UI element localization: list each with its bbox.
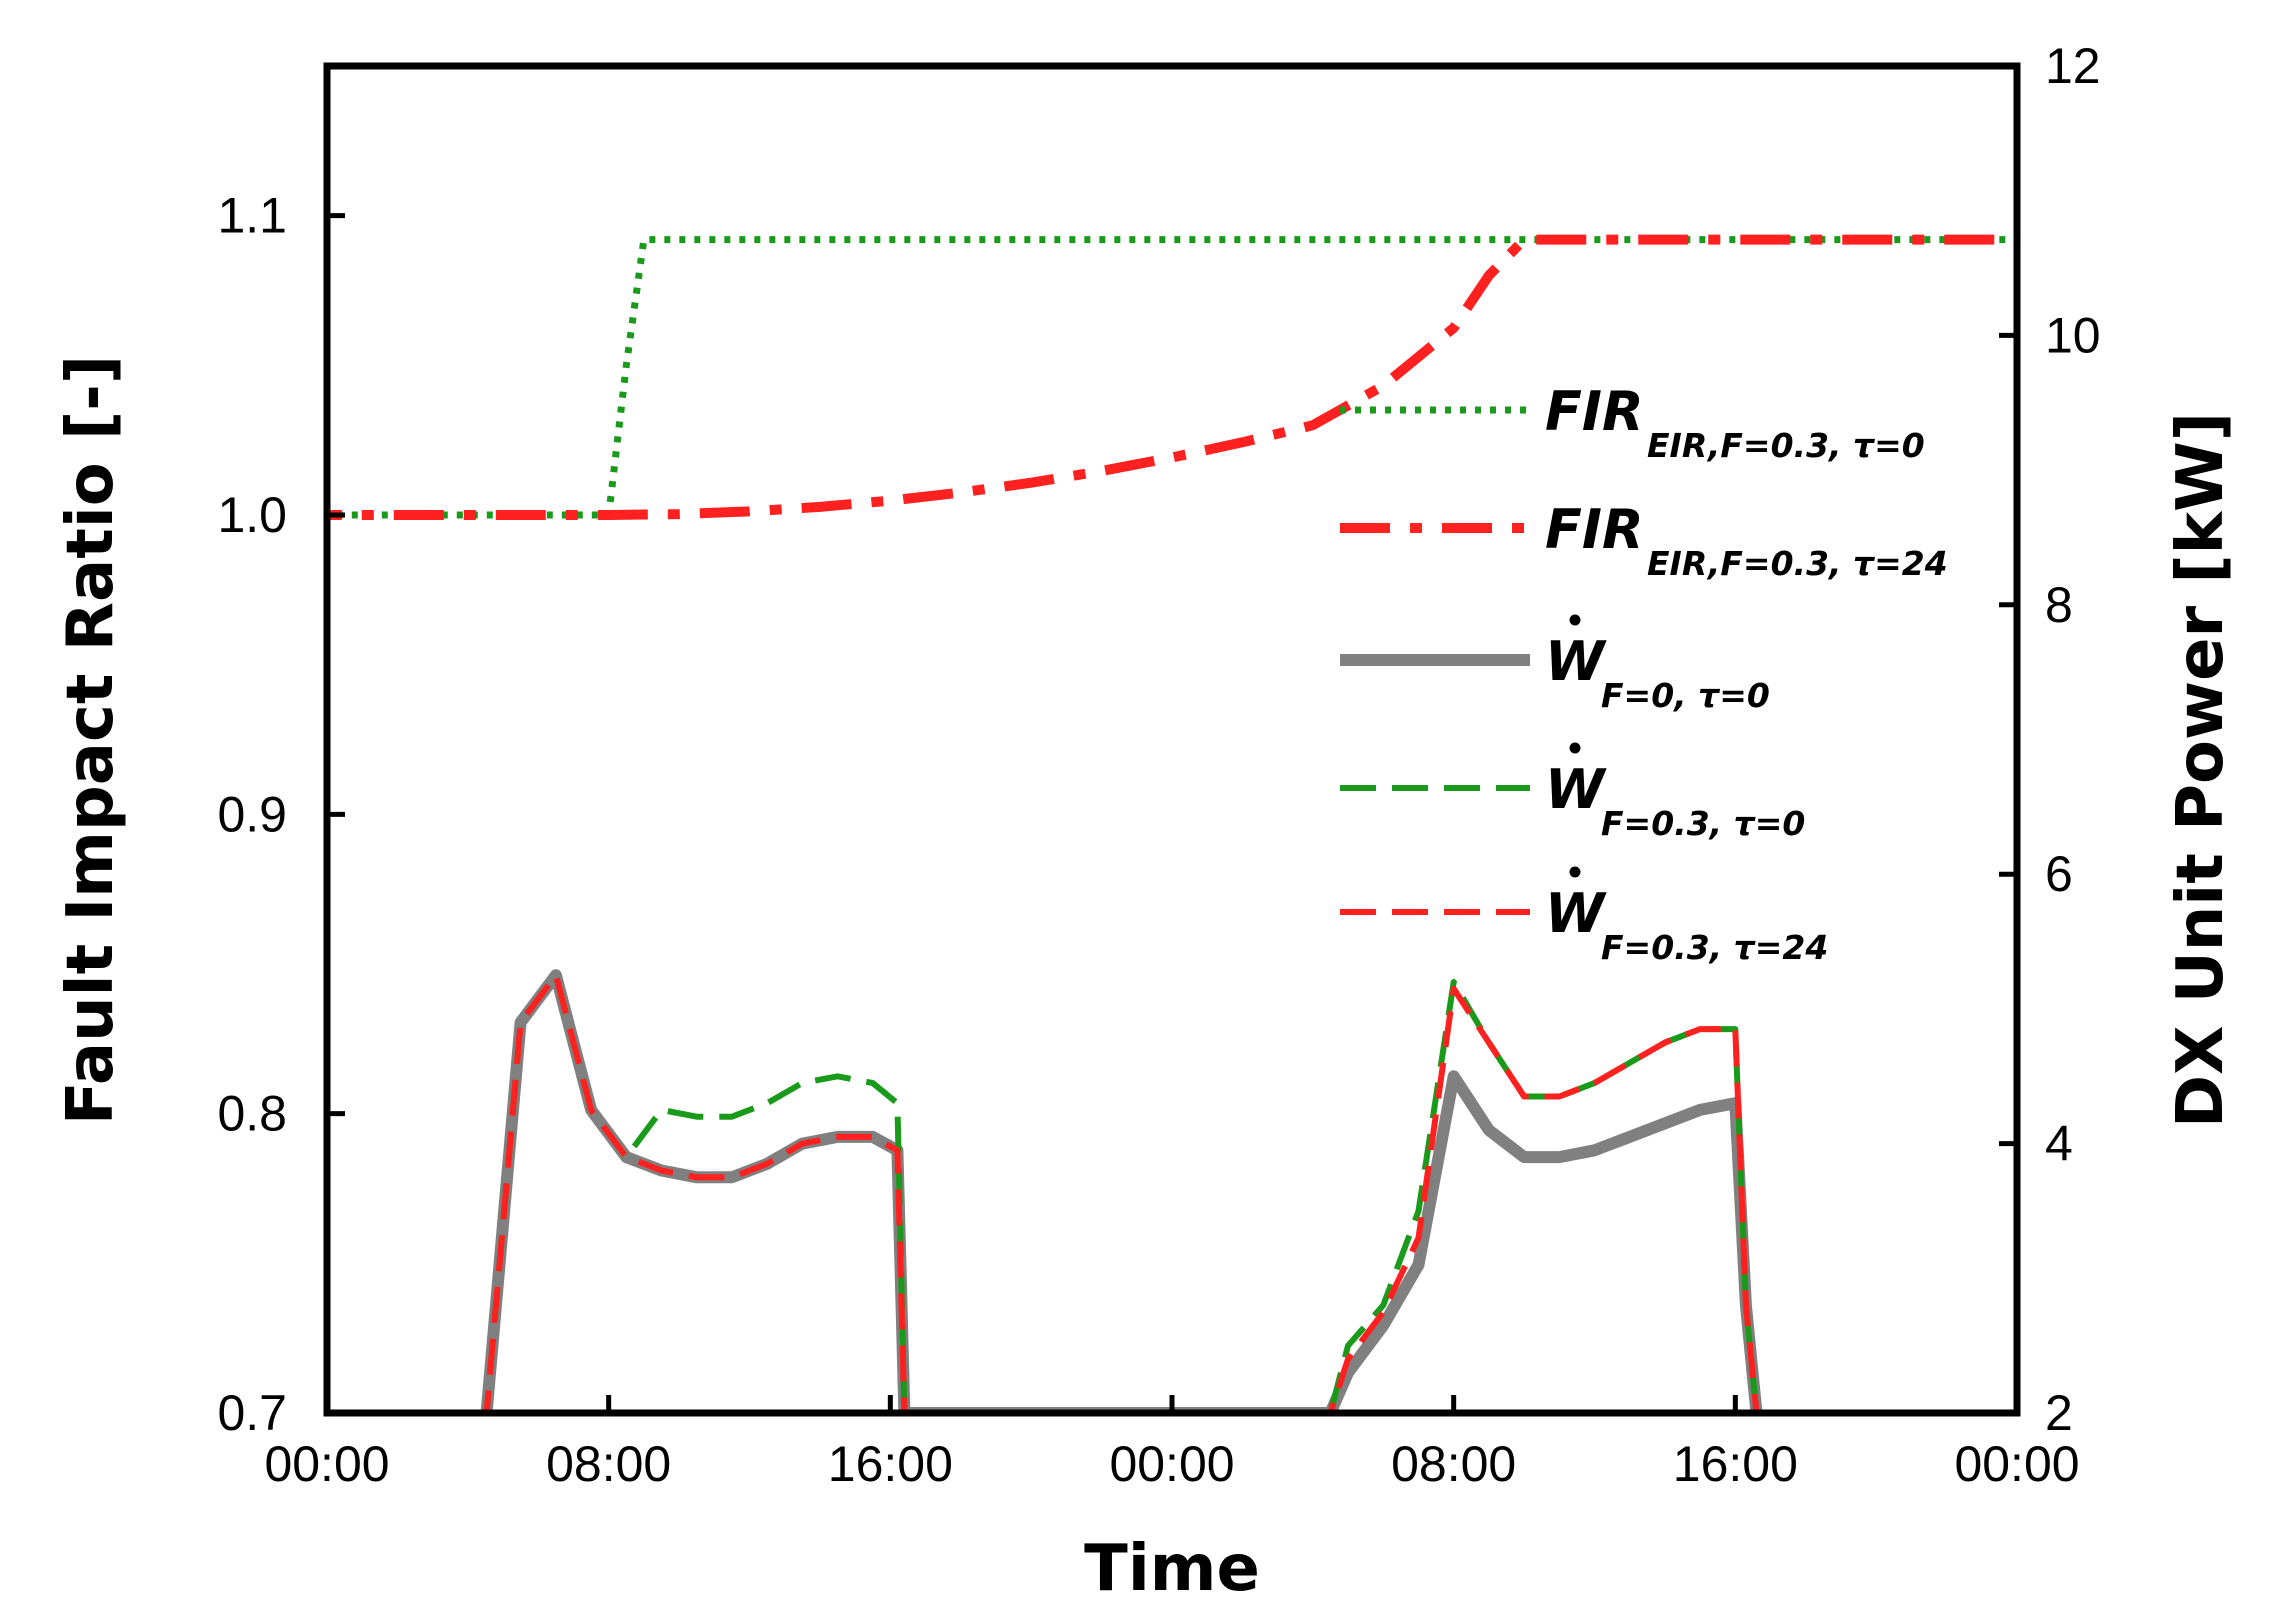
- y-right-tick-label: 12: [2045, 38, 2101, 94]
- x-tick-label: 08:00: [546, 1436, 671, 1492]
- x-tick-label: 00:00: [1109, 1436, 1234, 1492]
- x-tick-label: 08:00: [1391, 1436, 1516, 1492]
- legend-label-sub-3: F=0.3, τ=0: [1601, 804, 1805, 843]
- y-right-tick-label: 6: [2045, 846, 2073, 902]
- legend-label-sub-2: F=0, τ=0: [1601, 676, 1770, 715]
- y-left-tick-label: 0.7: [217, 1385, 287, 1441]
- x-tick-label: 00:00: [1954, 1436, 2079, 1492]
- x-tick-label: 00:00: [264, 1436, 389, 1492]
- legend-label-main-0: FIR: [1545, 380, 1644, 443]
- series-line-0: [327, 236, 2017, 519]
- series-line-3: [483, 972, 1760, 1413]
- x-tick-label: 16:00: [828, 1436, 953, 1492]
- legend-dot-accent: [1569, 742, 1581, 754]
- y-right-tick-label: 8: [2045, 577, 2073, 633]
- y-right-tick-label: 2: [2045, 1385, 2073, 1441]
- series-layer: [327, 234, 2017, 1413]
- y-right-tick-label: 10: [2045, 307, 2101, 363]
- y-axis-right-title: DX Unit Power [kW]: [2164, 412, 2238, 1128]
- legend-label-sub-0: EIR,F=0.3, τ=0: [1647, 426, 1925, 465]
- y-left-tick-label: 0.8: [217, 1086, 287, 1142]
- y-left-tick-label: 0.9: [217, 786, 287, 842]
- y-left-tick-label: 1.1: [217, 188, 287, 244]
- ticks-layer: 00:00 08:00 16:00 00:00 08:00 16:00 00:000.70.…: [217, 38, 2100, 1492]
- series-line-1: [327, 234, 2017, 520]
- legend-label-main-4: W: [1545, 882, 1607, 945]
- plot-frame: [323, 62, 2021, 1417]
- y-left-tick-label: 1.0: [217, 487, 287, 543]
- x-tick-label: 16:00: [1673, 1436, 1798, 1492]
- legend-label-sub-4: F=0.3, τ=24: [1601, 928, 1828, 967]
- series-line-4: [483, 972, 1760, 1413]
- y-right-tick-label: 4: [2045, 1116, 2073, 1172]
- series-line-2: [480, 969, 1763, 1413]
- legend-label-main-2: W: [1545, 630, 1607, 693]
- legend-label-main-1: FIR: [1545, 498, 1644, 561]
- legend-dot-accent: [1569, 866, 1581, 878]
- x-axis-title: Time: [1084, 1532, 1260, 1606]
- legend-dot-accent: [1569, 614, 1581, 626]
- y-axis-left-title: Fault Impact Ratio [-]: [54, 355, 128, 1125]
- legend-label-sub-1: EIR,F=0.3, τ=24: [1647, 544, 1948, 583]
- legend-label-main-3: W: [1545, 758, 1607, 821]
